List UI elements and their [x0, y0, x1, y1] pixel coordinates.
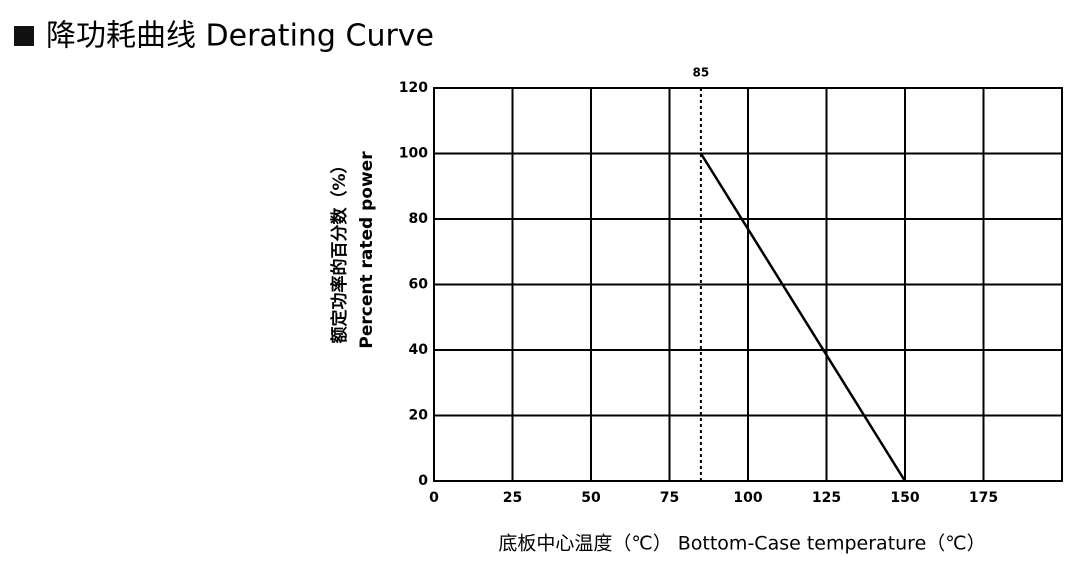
y-axis-label: 额定功率的百分数（%）: [329, 156, 350, 343]
y-axis-label: Percent rated power: [357, 151, 377, 349]
y-tick-label: 80: [409, 211, 429, 227]
x-tick-label: 75: [660, 490, 679, 506]
y-tick-label: 40: [409, 342, 429, 358]
y-tick-label: 60: [409, 277, 429, 293]
x-tick-label: 50: [581, 490, 601, 506]
x-tick-label: 125: [812, 490, 841, 506]
x-tick-label: 100: [733, 490, 762, 506]
y-tick-label: 0: [418, 473, 428, 489]
y-tick-label: 100: [399, 146, 428, 162]
x-axis-label: 底板中心温度（℃） Bottom-Case temperature（℃）: [498, 533, 985, 555]
y-tick-label: 20: [409, 408, 429, 424]
chart-title: 降功耗曲线 Derating Curve: [46, 19, 434, 54]
reference-label: 85: [693, 66, 710, 80]
title-bullet: [14, 26, 34, 46]
y-tick-label: 120: [399, 80, 428, 96]
x-tick-label: 150: [890, 490, 919, 506]
x-tick-label: 25: [503, 490, 522, 506]
x-tick-label: 175: [969, 490, 998, 506]
data-line: [699, 152, 907, 482]
x-tick-label: 0: [429, 490, 439, 506]
